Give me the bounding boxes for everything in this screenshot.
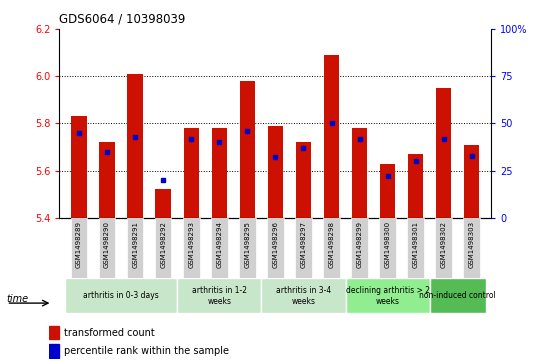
Bar	[240, 81, 255, 218]
Bar	[99, 218, 116, 278]
Bar	[212, 128, 227, 218]
Text: GSM1498300: GSM1498300	[384, 221, 390, 268]
Text: declining arthritis > 2
weeks: declining arthritis > 2 weeks	[346, 286, 430, 306]
Text: GSM1498297: GSM1498297	[300, 221, 307, 268]
Bar	[127, 218, 144, 278]
Bar	[352, 128, 367, 218]
Text: GSM1498302: GSM1498302	[441, 221, 447, 268]
Text: GDS6064 / 10398039: GDS6064 / 10398039	[59, 13, 186, 26]
Bar	[155, 218, 172, 278]
Text: time: time	[6, 294, 29, 305]
Text: GSM1498291: GSM1498291	[132, 221, 138, 268]
Bar	[127, 74, 143, 218]
Bar	[407, 218, 424, 278]
Bar	[267, 218, 284, 278]
Bar	[184, 128, 199, 218]
Text: GSM1498289: GSM1498289	[76, 221, 82, 268]
Text: GSM1498298: GSM1498298	[328, 221, 334, 268]
Bar	[156, 189, 171, 218]
Text: arthritis in 1-2
weeks: arthritis in 1-2 weeks	[192, 286, 247, 306]
Bar	[183, 218, 199, 278]
Text: percentile rank within the sample: percentile rank within the sample	[64, 346, 229, 356]
Bar	[463, 218, 480, 278]
Bar	[379, 218, 396, 278]
Bar	[49, 344, 59, 358]
Bar	[464, 145, 480, 218]
Bar	[211, 218, 227, 278]
Bar	[346, 278, 430, 313]
Bar	[65, 278, 177, 313]
Bar	[239, 218, 255, 278]
Bar	[352, 218, 368, 278]
Text: arthritis in 3-4
weeks: arthritis in 3-4 weeks	[276, 286, 331, 306]
Bar	[380, 164, 395, 218]
Text: transformed count: transformed count	[64, 327, 154, 338]
Bar	[436, 88, 451, 218]
Text: GSM1498292: GSM1498292	[160, 221, 166, 268]
Bar	[296, 142, 311, 218]
Text: GSM1498294: GSM1498294	[217, 221, 222, 268]
Bar	[430, 278, 486, 313]
Bar	[71, 116, 87, 218]
Bar	[71, 218, 87, 278]
Text: GSM1498293: GSM1498293	[188, 221, 194, 268]
Text: non-induced control: non-induced control	[420, 291, 496, 300]
Bar	[295, 218, 312, 278]
Text: arthritis in 0-3 days: arthritis in 0-3 days	[83, 291, 159, 300]
Bar	[177, 278, 261, 313]
Text: GSM1498296: GSM1498296	[272, 221, 279, 268]
Text: GSM1498299: GSM1498299	[356, 221, 362, 268]
Text: GSM1498290: GSM1498290	[104, 221, 110, 268]
Bar	[99, 142, 115, 218]
Text: GSM1498295: GSM1498295	[244, 221, 251, 268]
Bar	[49, 326, 59, 339]
Bar	[324, 55, 339, 218]
Bar	[435, 218, 452, 278]
Bar	[261, 278, 346, 313]
Bar	[268, 126, 283, 218]
Bar	[408, 154, 423, 218]
Bar	[323, 218, 340, 278]
Text: GSM1498303: GSM1498303	[469, 221, 475, 268]
Text: GSM1498301: GSM1498301	[413, 221, 418, 268]
